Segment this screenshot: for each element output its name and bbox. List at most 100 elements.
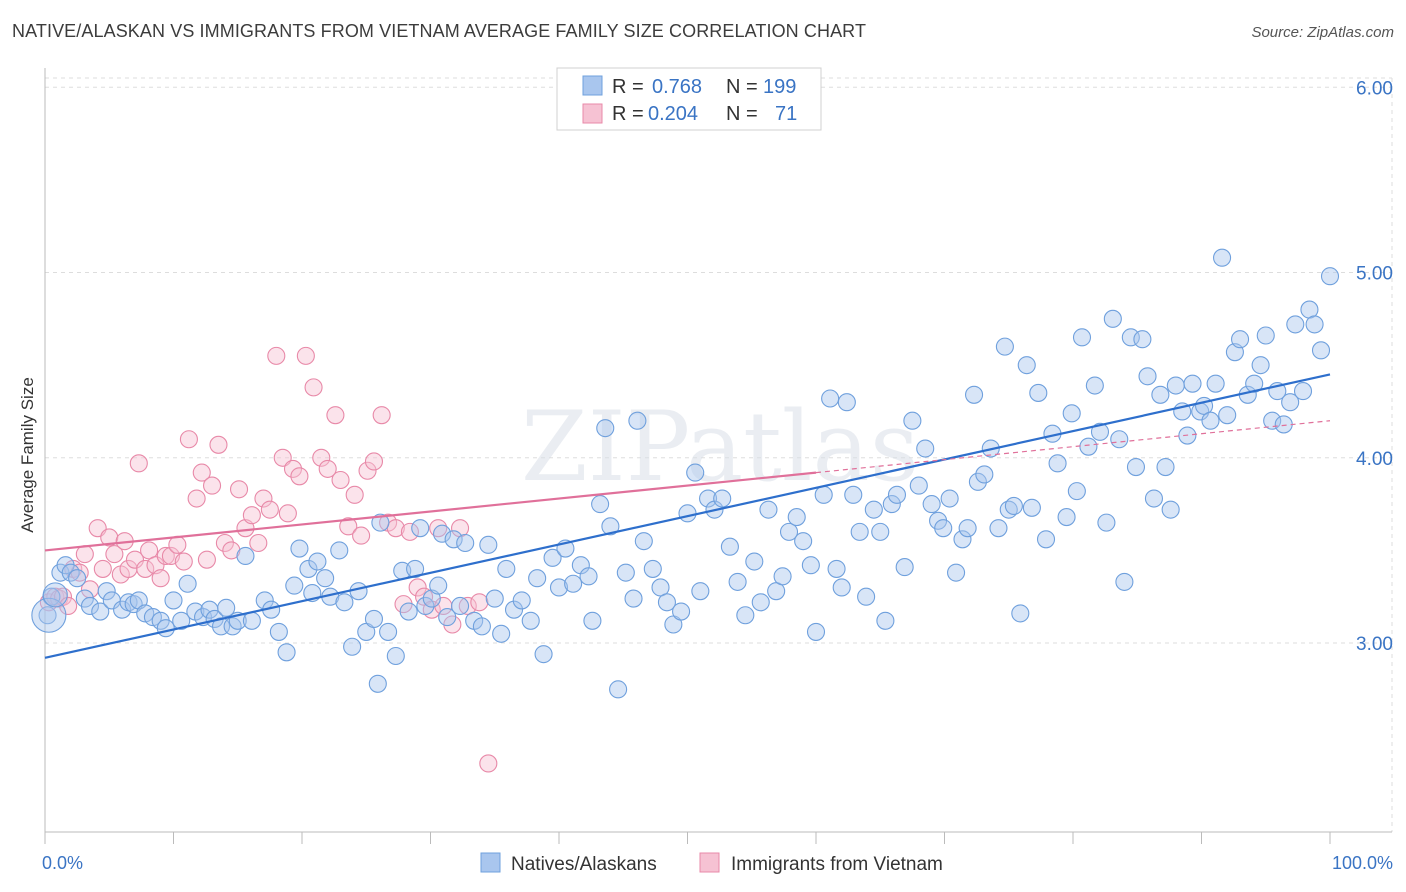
legend-box: R = 0.768 N = 199 R = 0.204 N = 71 xyxy=(556,67,822,131)
point-natives-alaskans xyxy=(242,611,261,630)
point-natives-alaskans xyxy=(657,593,676,612)
point-natives-alaskans xyxy=(416,596,435,616)
point-natives-alaskans xyxy=(821,389,840,408)
point-natives-alaskans xyxy=(1017,356,1036,375)
point-immigrants-vietnam xyxy=(400,522,419,541)
y-axis-title: Average Family Size xyxy=(18,377,37,533)
series-natives-alaskans-points xyxy=(31,248,1340,699)
point-natives-alaskans xyxy=(411,519,430,538)
point-natives-alaskans xyxy=(316,569,335,588)
point-natives-alaskans xyxy=(759,500,778,519)
point-natives-alaskans xyxy=(801,556,820,575)
point-natives-alaskans xyxy=(1293,382,1313,401)
point-natives-alaskans xyxy=(1072,328,1092,347)
trend-line-immigrants-vietnam xyxy=(44,471,817,552)
axes xyxy=(44,68,1392,844)
point-natives-alaskans xyxy=(947,563,966,582)
point-natives-alaskans xyxy=(386,646,405,666)
legend-swatch-pink xyxy=(582,103,603,124)
point-natives-alaskans xyxy=(97,582,116,601)
point-immigrants-vietnam xyxy=(267,346,286,365)
point-natives-alaskans xyxy=(903,411,922,430)
point-natives-alaskans xyxy=(857,587,876,606)
point-immigrants-vietnam xyxy=(254,489,273,508)
point-natives-alaskans xyxy=(887,485,907,504)
point-natives-alaskans xyxy=(1166,376,1185,395)
point-natives-alaskans xyxy=(837,393,856,412)
point-immigrants-vietnam xyxy=(105,545,124,564)
point-immigrants-vietnam xyxy=(136,559,155,578)
point-natives-alaskans xyxy=(720,537,739,556)
point-natives-alaskans xyxy=(1320,267,1340,286)
point-natives-alaskans xyxy=(601,517,620,536)
point-natives-alaskans xyxy=(882,495,901,514)
point-natives-alaskans xyxy=(1213,248,1232,267)
point-natives-alaskans xyxy=(751,593,770,612)
trend-line-natives-alaskans xyxy=(44,373,1331,659)
point-natives-alaskans xyxy=(643,559,662,578)
point-natives-alaskans xyxy=(1036,530,1056,549)
point-natives-alaskans xyxy=(406,559,425,578)
point-natives-alaskans xyxy=(624,589,643,608)
point-natives-alaskans xyxy=(68,569,87,588)
point-natives-alaskans xyxy=(1090,422,1110,441)
point-natives-alaskans xyxy=(616,563,635,582)
point-immigrants-vietnam xyxy=(229,480,249,499)
point-immigrants-vietnam xyxy=(179,430,198,449)
point-natives-alaskans xyxy=(678,504,697,523)
point-natives-alaskans xyxy=(217,598,236,617)
point-natives-alaskans xyxy=(814,485,833,504)
trend-lines xyxy=(44,373,1331,659)
point-natives-alaskans xyxy=(528,569,547,588)
point-natives-alaskans xyxy=(691,582,710,601)
point-natives-alaskans xyxy=(628,411,647,430)
legend-swatch-blue xyxy=(582,75,603,96)
point-natives-alaskans xyxy=(330,541,349,560)
point-natives-alaskans xyxy=(399,602,418,621)
point-natives-alaskans xyxy=(269,622,288,641)
point-natives-alaskans xyxy=(1004,496,1023,515)
legend-n-value-pink: 71 xyxy=(775,103,797,125)
x-tick-label-end: 100.0% xyxy=(1332,853,1393,873)
point-natives-alaskans xyxy=(1231,330,1250,349)
point-natives-alaskans xyxy=(485,589,504,608)
bottom-legend: Natives/Alaskans Immigrants from Vietnam xyxy=(480,852,943,875)
point-natives-alaskans xyxy=(438,608,457,627)
point-natives-alaskans xyxy=(579,567,598,586)
x-tick-labels: 0.0% 100.0% xyxy=(42,853,1393,873)
point-natives-alaskans xyxy=(277,643,296,662)
point-natives-alaskans xyxy=(1144,489,1164,508)
point-natives-alaskans xyxy=(349,582,368,601)
point-natives-alaskans xyxy=(806,622,826,641)
point-natives-alaskans xyxy=(779,522,799,541)
y-tick-label: 3.00 xyxy=(1356,634,1393,655)
point-natives-alaskans xyxy=(934,519,953,538)
point-immigrants-vietnam xyxy=(197,550,216,569)
point-natives-alaskans xyxy=(534,645,553,664)
point-immigrants-vietnam xyxy=(290,467,309,486)
point-natives-alaskans xyxy=(479,535,498,554)
point-natives-alaskans xyxy=(1110,430,1129,449)
y-tick-label: 5.00 xyxy=(1356,264,1393,285)
point-natives-alaskans xyxy=(472,617,491,636)
point-natives-alaskans xyxy=(596,419,615,438)
point-immigrants-vietnam xyxy=(296,346,315,365)
point-natives-alaskans xyxy=(113,600,132,619)
legend-n-label-blue: N = xyxy=(726,76,758,98)
point-natives-alaskans xyxy=(909,476,928,495)
bottom-legend-swatch-blue xyxy=(480,852,501,873)
point-natives-alaskans xyxy=(965,385,984,404)
point-natives-alaskans xyxy=(172,611,191,630)
bottom-legend-label-blue: Natives/Alaskans xyxy=(511,854,657,875)
point-natives-alaskans xyxy=(1218,406,1237,425)
point-natives-alaskans xyxy=(787,508,806,527)
point-natives-alaskans xyxy=(1085,376,1104,395)
point-natives-alaskans xyxy=(1151,385,1170,404)
point-immigrants-vietnam xyxy=(278,504,297,523)
point-natives-alaskans xyxy=(713,489,732,508)
point-natives-alaskans xyxy=(699,489,718,508)
x-tick-label-start: 0.0% xyxy=(42,853,83,873)
bottom-legend-label-pink: Immigrants from Vietnam xyxy=(731,854,943,875)
point-immigrants-vietnam xyxy=(470,593,489,612)
point-immigrants-vietnam xyxy=(192,463,211,482)
